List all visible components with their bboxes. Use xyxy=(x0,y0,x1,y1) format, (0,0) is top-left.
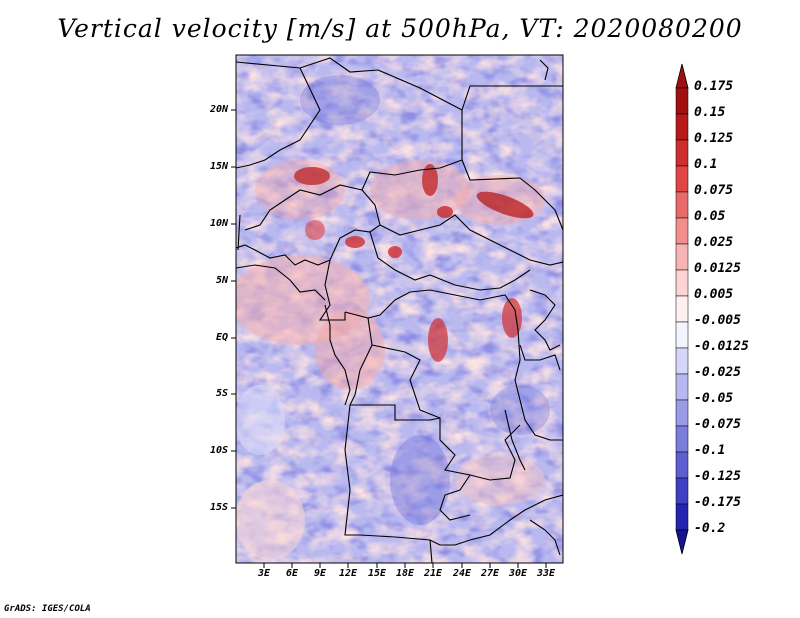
lon-label-3e: 3E xyxy=(257,568,271,579)
grads-credit: GrADS: IGES/COLA xyxy=(4,604,91,614)
lon-label-27e: 27E xyxy=(480,568,500,579)
colorbar-swatch xyxy=(675,269,689,297)
colorbar-swatch xyxy=(675,191,689,219)
colorbar-label: -0.0125 xyxy=(694,339,749,354)
lat-label-15n: 15N xyxy=(209,161,228,172)
colorbar-swatch xyxy=(675,139,689,167)
lon-label-9e: 9E xyxy=(313,568,327,579)
lon-label-12e: 12E xyxy=(338,568,358,579)
colorbar-swatch xyxy=(675,295,689,323)
colorbar-label: 0.175 xyxy=(694,79,734,94)
colorbar-swatch xyxy=(675,321,689,349)
lon-label-24e: 24E xyxy=(452,568,472,579)
lat-label-5s: 5S xyxy=(215,388,228,399)
colorbar-swatch xyxy=(675,425,689,453)
colorbar-label: 0.025 xyxy=(694,235,734,250)
colorbar-label: 0.1 xyxy=(694,157,718,172)
colorbar-label: 0.005 xyxy=(694,287,734,302)
colorbar-swatch xyxy=(675,347,689,375)
colorbar-label: -0.005 xyxy=(694,313,741,328)
axis-ticks xyxy=(231,109,547,568)
colorbar-swatch xyxy=(675,217,689,245)
colorbar-swatch xyxy=(675,113,689,141)
colorbar-label: 0.075 xyxy=(694,183,734,198)
lat-label-15s: 15S xyxy=(209,502,228,513)
lat-label-20n: 20N xyxy=(209,104,228,115)
lon-label-33e: 33E xyxy=(536,568,556,579)
lat-label-eq: EQ xyxy=(215,332,228,343)
colorbar-label: -0.05 xyxy=(694,391,734,406)
colorbar-bottom-arrow xyxy=(675,529,689,555)
lon-label-6e: 6E xyxy=(285,568,299,579)
colorbar-label: 0.0125 xyxy=(694,261,741,276)
colorbar-label: 0.15 xyxy=(694,105,726,120)
colorbar-label: -0.2 xyxy=(694,521,726,536)
lat-label-10n: 10N xyxy=(209,218,228,229)
colorbar-swatch xyxy=(675,399,689,427)
colorbar-swatch xyxy=(675,87,689,115)
colorbar xyxy=(675,63,689,555)
lon-label-30e: 30E xyxy=(508,568,528,579)
colorbar-swatch xyxy=(675,243,689,271)
velocity-field xyxy=(236,55,563,563)
colorbar-label: -0.125 xyxy=(694,469,741,484)
lon-label-18e: 18E xyxy=(395,568,415,579)
colorbar-label: -0.175 xyxy=(694,495,741,510)
lat-label-10s: 10S xyxy=(209,445,228,456)
colorbar-label: -0.025 xyxy=(694,365,741,380)
colorbar-swatch xyxy=(675,373,689,401)
colorbar-label: 0.125 xyxy=(694,131,734,146)
colorbar-top-arrow xyxy=(675,63,689,89)
lon-label-21e: 21E xyxy=(423,568,443,579)
colorbar-swatch xyxy=(675,477,689,505)
map-title: Vertical velocity [m/s] at 500hPa, VT: 2… xyxy=(57,14,743,43)
map-frame xyxy=(235,54,564,564)
colorbar-swatch xyxy=(675,451,689,479)
lon-label-15e: 15E xyxy=(367,568,387,579)
political-boundaries xyxy=(236,57,563,563)
colorbar-swatch xyxy=(675,165,689,193)
colorbar-label: -0.075 xyxy=(694,417,741,432)
colorbar-label: 0.05 xyxy=(694,209,726,224)
lat-label-5n: 5N xyxy=(215,275,228,286)
colorbar-label: -0.1 xyxy=(694,443,726,458)
colorbar-swatch xyxy=(675,503,689,531)
